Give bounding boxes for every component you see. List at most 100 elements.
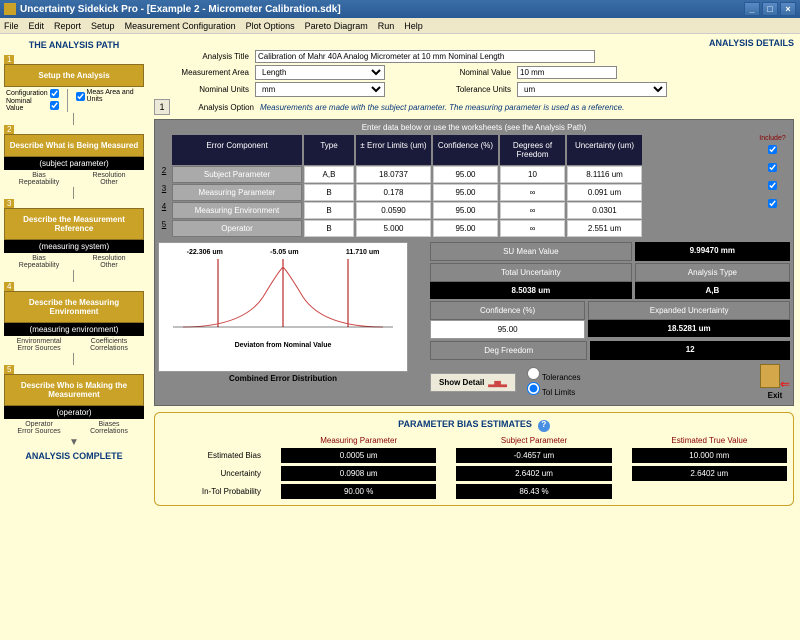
table-row: 2 Subject Parameter A,B 18.0737 95.00 10… [158, 166, 755, 183]
chart-label-left: -22.306 um [187, 249, 223, 256]
include-label: Include? [755, 135, 790, 142]
distribution-chart: -22.306 um -5.05 um 11.710 um [158, 242, 408, 372]
app-icon [4, 3, 16, 15]
label-nominal-value: Nominal Value [391, 68, 511, 77]
input-analysis-title[interactable] [255, 50, 595, 63]
chart-label-mid: -5.05 um [270, 249, 298, 256]
bias-value: 2.6402 um [632, 466, 787, 481]
bias-value: -0.4657 um [456, 448, 611, 463]
step-5-sub: (operator) [4, 406, 144, 419]
step-2-sub: (subject parameter) [4, 157, 144, 170]
analysis-path-sidebar: THE ANALYSIS PATH 1Setup the AnalysisCon… [0, 34, 148, 640]
bias-col-hdr: Subject Parameter [456, 436, 611, 445]
step-4[interactable]: Describe the Measuring Environment [4, 291, 144, 323]
include-checkbox[interactable] [768, 199, 777, 208]
step-item[interactable]: ResolutionOther [74, 172, 144, 186]
menu-edit[interactable]: Edit [29, 21, 45, 31]
arrow-down-icon: ▼ [4, 439, 144, 447]
close-button[interactable]: × [780, 2, 796, 16]
menu-run[interactable]: Run [378, 21, 395, 31]
menu-help[interactable]: Help [404, 21, 423, 31]
option-text: Measurements are made with the subject p… [260, 103, 624, 112]
hdr-error-component: Error Component [172, 135, 302, 165]
exp-unc-label: Expanded Uncertainty [588, 301, 790, 320]
menu-report[interactable]: Report [54, 21, 81, 31]
chart-label-right: 11.710 um [346, 249, 379, 256]
step-item[interactable]: ResolutionOther [74, 255, 144, 269]
select-tolerance-units[interactable]: um [517, 82, 667, 97]
chk-Meas Area and Units[interactable]: Meas Area and Units [76, 89, 142, 103]
step-item[interactable]: OperatorError Sources [4, 421, 74, 435]
atype-label: Analysis Type [635, 263, 790, 282]
label-nominal-units: Nominal Units [154, 85, 249, 94]
exit-icon[interactable] [760, 364, 780, 388]
menu-setup[interactable]: Setup [91, 21, 115, 31]
minimize-button[interactable]: _ [744, 2, 760, 16]
step-item[interactable]: EnvironmentalError Sources [4, 338, 74, 352]
step-item[interactable]: BiasRepeatability [4, 172, 74, 186]
include-checkbox[interactable] [768, 163, 777, 172]
sidebar-title: THE ANALYSIS PATH [4, 40, 144, 50]
label-meas-area: Measurement Area [154, 68, 249, 77]
step-item[interactable]: BiasesCorrelations [74, 421, 144, 435]
input-nominal-value[interactable] [517, 66, 617, 79]
su-mean-value: 9.99470 mm [635, 242, 790, 261]
menu-pareto[interactable]: Pareto Diagram [305, 21, 368, 31]
row-num[interactable]: 3 [158, 184, 170, 201]
include-checkbox[interactable] [768, 181, 777, 190]
radio-tol-limits[interactable]: Tol Limits [527, 382, 581, 397]
step-4-sub: (measuring environment) [4, 323, 144, 336]
bias-col-hdr: Estimated True Value [632, 436, 787, 445]
row-name[interactable]: Subject Parameter [172, 166, 302, 183]
row-num[interactable]: 2 [158, 166, 170, 183]
data-entry-panel: Enter data below or use the worksheets (… [154, 119, 794, 406]
menu-bar: File Edit Report Setup Measurement Confi… [0, 18, 800, 34]
exp-unc-value: 18.5281 um [588, 320, 790, 337]
su-mean-label: SU Mean Value [430, 242, 632, 261]
menu-file[interactable]: File [4, 21, 19, 31]
row-num[interactable]: 5 [158, 220, 170, 237]
analysis-complete-label: ANALYSIS COMPLETE [4, 451, 144, 461]
row-num[interactable]: 4 [158, 202, 170, 219]
panel-instruction: Enter data below or use the worksheets (… [158, 123, 790, 132]
include-checkbox[interactable] [768, 145, 777, 154]
select-nominal-units[interactable]: mm [255, 82, 385, 97]
bias-value: 90.00 % [281, 484, 436, 499]
select-meas-area[interactable]: Length [255, 65, 385, 80]
label-analysis-option: Analysis Option [176, 103, 254, 112]
menu-meas-config[interactable]: Measurement Configuration [125, 21, 236, 31]
bias-value: 86.43 % [456, 484, 611, 499]
chk-Configuration[interactable]: Configuration [6, 89, 59, 98]
step-2[interactable]: Describe What is Being Measured [4, 134, 144, 157]
step-1[interactable]: Setup the Analysis [4, 64, 144, 87]
chart-xlabel: Deviaton from Nominal Value [163, 342, 403, 349]
option-number[interactable]: 1 [154, 99, 170, 115]
row-name[interactable]: Measuring Environment [172, 202, 302, 219]
label-analysis-title: Analysis Title [154, 52, 249, 61]
chart-title: Combined Error Distribution [229, 374, 337, 383]
radio-tolerances[interactable]: Tolerances [527, 367, 581, 382]
help-icon[interactable]: ? [538, 420, 550, 432]
step-3[interactable]: Describe the Measurement Reference [4, 208, 144, 240]
table-row: 3 Measuring Parameter B 0.178 95.00 ∞ 0.… [158, 184, 755, 201]
table-row: 4 Measuring Environment B 0.0590 95.00 ∞… [158, 202, 755, 219]
row-name[interactable]: Measuring Parameter [172, 184, 302, 201]
tot-unc-label: Total Uncertainty [430, 263, 632, 282]
chk-Nominal Value[interactable]: Nominal Value [6, 98, 59, 112]
row-name[interactable]: Operator [172, 220, 302, 237]
conf-value[interactable]: 95.00 [430, 320, 585, 339]
window-title: Uncertainty Sidekick Pro - [Example 2 - … [20, 4, 341, 15]
step-item[interactable]: BiasRepeatability [4, 255, 74, 269]
bias-value: 10.000 mm [632, 448, 787, 463]
show-detail-button[interactable]: Show Detail▂▅▂ [430, 373, 516, 392]
bias-title: PARAMETER BIAS ESTIMATES [398, 419, 532, 429]
bias-row-label: Estimated Bias [161, 451, 261, 460]
step-5[interactable]: Describe Who is Making the Measurement [4, 374, 144, 406]
hdr-type: Type [304, 135, 354, 165]
bias-panel: PARAMETER BIAS ESTIMATES? Measuring Para… [154, 412, 794, 506]
hdr-confidence: Confidence (%) [433, 135, 498, 165]
maximize-button[interactable]: □ [762, 2, 778, 16]
menu-plot-options[interactable]: Plot Options [246, 21, 295, 31]
details-title: ANALYSIS DETAILS [154, 38, 794, 48]
step-item[interactable]: CoefficientsCorrelations [74, 338, 144, 352]
